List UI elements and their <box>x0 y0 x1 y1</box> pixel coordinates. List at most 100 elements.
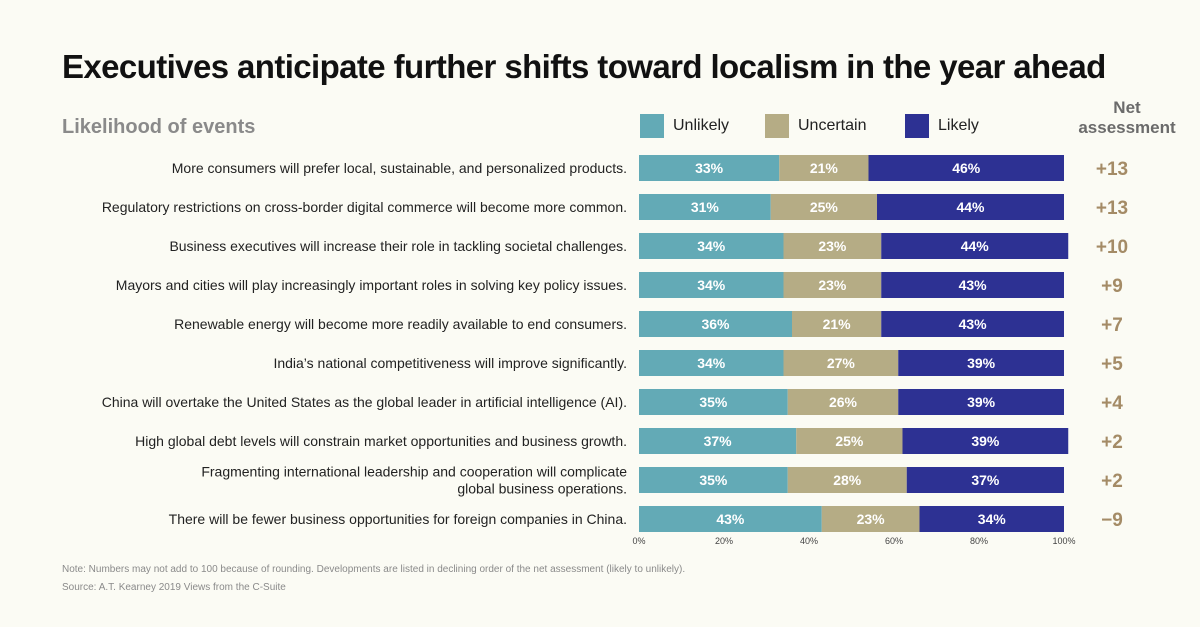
x-tick-label: 40% <box>800 536 818 546</box>
data-label: 23% <box>857 511 886 527</box>
bar-segment-likely <box>881 272 1064 298</box>
legend-label-unlikely: Unlikely <box>673 117 730 134</box>
data-label: 23% <box>818 238 847 254</box>
category-label: Business executives will increase their … <box>169 238 627 254</box>
data-label: 35% <box>699 472 728 488</box>
bar-segment-likely <box>881 311 1064 337</box>
data-label: 43% <box>959 277 988 293</box>
bar-segment-uncertain <box>783 233 882 259</box>
bar-segment-uncertain <box>770 194 877 220</box>
data-label: 33% <box>695 160 724 176</box>
data-label: 28% <box>833 472 862 488</box>
data-label: 21% <box>810 160 839 176</box>
legend-swatch-likely <box>905 114 929 138</box>
category-label: High global debt levels will constrain m… <box>135 433 627 449</box>
category-label: Renewable energy will become more readil… <box>174 316 627 332</box>
data-label: 27% <box>827 355 856 371</box>
legend-label-uncertain: Uncertain <box>798 117 867 134</box>
data-label: 43% <box>716 511 745 527</box>
bar-segment-likely <box>868 155 1064 181</box>
bar-segment-uncertain <box>783 272 882 298</box>
data-label: 44% <box>956 199 985 215</box>
net-assessment-header: Net assessment <box>1078 98 1176 137</box>
net-assessment-value: +2 <box>1101 471 1123 492</box>
bar-segment-likely <box>906 467 1064 493</box>
legend-swatch-uncertain <box>765 114 789 138</box>
bar-segment-unlikely <box>639 272 784 298</box>
data-label: 46% <box>952 160 981 176</box>
data-label: 34% <box>697 277 726 293</box>
data-label: 43% <box>959 316 988 332</box>
data-label: 31% <box>691 199 720 215</box>
chart-note: Note: Numbers may not add to 100 because… <box>62 564 686 575</box>
category-label: More consumers will prefer local, sustai… <box>172 160 627 176</box>
net-assessment-value: +7 <box>1101 315 1123 336</box>
category-label: There will be fewer business opportuniti… <box>169 511 627 527</box>
bar-segment-likely <box>919 506 1064 532</box>
data-label: 21% <box>823 316 852 332</box>
bar-segment-unlikely <box>639 155 780 181</box>
x-tick-label: 100% <box>1052 536 1075 546</box>
net-assessment-value: +4 <box>1101 393 1123 414</box>
data-label: 35% <box>699 394 728 410</box>
bar-segment-likely <box>877 194 1064 220</box>
data-label: 25% <box>810 199 839 215</box>
net-assessment-value: +13 <box>1096 159 1128 180</box>
bar-segment-unlikely <box>639 467 788 493</box>
legend-item-likely: Likely <box>905 114 979 138</box>
bar-segment-likely <box>898 350 1064 376</box>
category-label: India’s national competitiveness will im… <box>273 355 627 371</box>
bar-segment-likely <box>898 389 1064 415</box>
chart-subtitle: Likelihood of events <box>62 116 256 138</box>
net-assessment-value: +5 <box>1101 354 1123 375</box>
legend-swatch-unlikely <box>640 114 664 138</box>
bar-segment-unlikely <box>639 506 822 532</box>
data-label: 39% <box>971 433 1000 449</box>
x-tick-label: 80% <box>970 536 988 546</box>
category-label: Regulatory restrictions on cross-border … <box>102 199 627 215</box>
category-label: Mayors and cities will play increasingly… <box>116 277 627 293</box>
legend-item-unlikely: Unlikely <box>640 114 729 138</box>
bar-segment-likely <box>902 428 1069 454</box>
category-label: China will overtake the United States as… <box>102 394 627 410</box>
data-label: 44% <box>961 238 990 254</box>
data-label: 39% <box>967 355 996 371</box>
bar-segment-unlikely <box>639 311 792 337</box>
legend-item-uncertain: Uncertain <box>765 114 866 138</box>
category-label: Fragmenting international leadership and… <box>201 464 627 480</box>
x-tick-label: 20% <box>715 536 733 546</box>
net-assessment-value: +10 <box>1096 237 1128 258</box>
x-tick-label: 0% <box>632 536 645 546</box>
bar-segment-uncertain <box>787 389 899 415</box>
net-assessment-value: +9 <box>1101 276 1123 297</box>
bar-segment-unlikely <box>639 194 771 220</box>
bar-segment-uncertain <box>783 350 899 376</box>
bar-segment-uncertain <box>787 467 907 493</box>
legend: Unlikely Uncertain Likely <box>0 114 1200 140</box>
net-assessment-value: +2 <box>1101 432 1123 453</box>
bar-segment-unlikely <box>639 233 784 259</box>
data-label: 37% <box>971 472 1000 488</box>
bar-segment-uncertain <box>779 155 869 181</box>
net-assessment-value: +13 <box>1096 198 1128 219</box>
data-label: 39% <box>967 394 996 410</box>
data-label: 37% <box>704 433 733 449</box>
x-tick-label: 60% <box>885 536 903 546</box>
data-label: 25% <box>835 433 864 449</box>
data-label: 34% <box>978 511 1007 527</box>
bar-segment-likely <box>881 233 1069 259</box>
bar-segment-unlikely <box>639 389 788 415</box>
data-label: 36% <box>701 316 730 332</box>
data-label: 34% <box>697 238 726 254</box>
bar-segment-unlikely <box>639 428 797 454</box>
chart-title: Executives anticipate further shifts tow… <box>62 48 1106 85</box>
data-label: 23% <box>818 277 847 293</box>
net-assessment-value: −9 <box>1101 510 1123 531</box>
category-label: global business operations. <box>457 481 627 497</box>
bar-segment-unlikely <box>639 350 784 376</box>
data-label: 34% <box>697 355 726 371</box>
bar-segment-uncertain <box>821 506 920 532</box>
data-label: 26% <box>829 394 858 410</box>
chart-source: Source: A.T. Kearney 2019 Views from the… <box>62 582 286 593</box>
